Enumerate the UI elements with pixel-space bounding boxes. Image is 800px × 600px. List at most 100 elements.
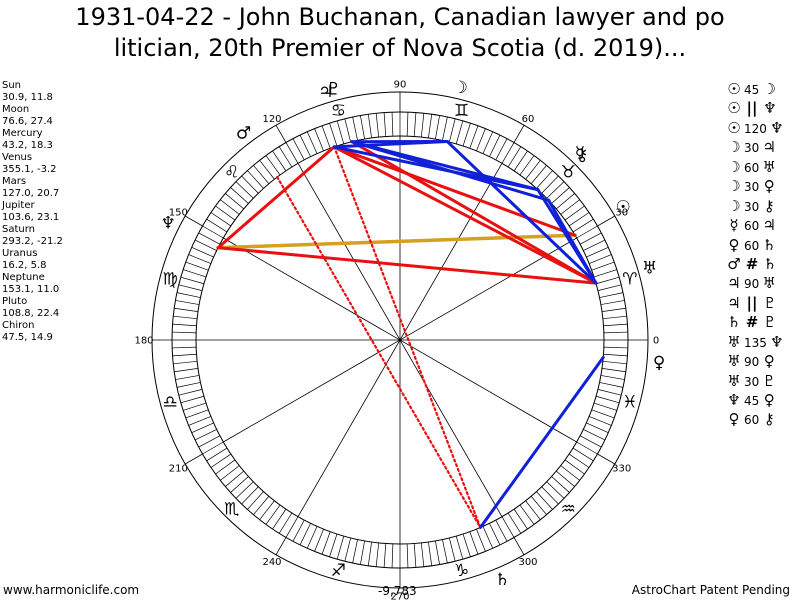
aspect-planet-a-glyph: ♀ xyxy=(728,235,740,254)
aspect-row: ☉ 45 ☽ xyxy=(727,80,784,99)
zodiac-spoke-outer xyxy=(185,215,203,227)
aspect-row: ♆ 45 ♀ xyxy=(727,391,784,410)
zodiac-glyph-aquarius: ♒ xyxy=(561,499,576,519)
degree-tick xyxy=(259,500,275,520)
degree-tick xyxy=(194,239,217,251)
aspect-angle: 90 xyxy=(744,355,760,370)
degree-tick xyxy=(602,360,627,365)
degree-tick xyxy=(172,323,197,327)
aspect-row: ♄ # ♇ xyxy=(727,313,784,332)
position-name-saturn: Saturn xyxy=(2,224,36,235)
aspect-planet-b-glyph: ⚷ xyxy=(763,196,775,215)
degree-tick xyxy=(560,465,580,481)
aspect-row: ♀ 60 ⚷ xyxy=(727,410,784,429)
degree-tick xyxy=(352,116,358,141)
aspect-angle: 45 xyxy=(744,83,760,97)
aspect-line-uranus-neptune xyxy=(216,246,598,285)
degree-tick xyxy=(593,402,617,411)
degree-tick xyxy=(541,486,559,505)
degree-tick xyxy=(501,142,515,164)
aspect-line-uranus-pluto xyxy=(332,145,598,285)
degree-tick xyxy=(299,523,311,546)
degree-tick xyxy=(596,395,620,404)
aspect-planet-b-glyph: ♃ xyxy=(762,216,776,235)
aspect-planet-a-glyph: ♅ xyxy=(727,371,741,390)
zodiac-glyph-scorpio: ♏ xyxy=(224,499,239,519)
position-value-pluto: 108.8, 22.4 xyxy=(2,308,60,319)
degree-tick xyxy=(593,269,617,278)
planet-glyph-chiron: ⚷ xyxy=(576,146,588,166)
planet-glyph-pluto: ♇ xyxy=(326,80,341,100)
degree-label: 0 xyxy=(653,336,659,347)
aspect-angle: 60 xyxy=(744,238,760,253)
degree-tick xyxy=(551,187,570,204)
position-value-sun: 30.9, 11.8 xyxy=(2,92,53,103)
degree-tick xyxy=(603,353,628,357)
aspect-row: ♂ # ♄ xyxy=(727,255,784,274)
position-name-jupiter: Jupiter xyxy=(2,200,35,211)
position-name-venus: Venus xyxy=(2,152,33,163)
degree-tick xyxy=(435,540,440,565)
zodiac-glyph-libra: ♎ xyxy=(162,393,177,413)
degree-tick xyxy=(174,368,199,373)
aspect-planet-a-glyph: ♂ xyxy=(727,254,741,273)
aspect-row: ☽ 30 ⚷ xyxy=(727,197,784,216)
aspect-planet-a-glyph: ♄ xyxy=(727,313,741,332)
degree-tick xyxy=(185,409,209,419)
planet-glyphs: ☉ ☽ ☿ ♀ ♂ ♃ ♄ ♅ ♆ ♇ ⚷ xyxy=(161,78,666,590)
aspect-planet-b-glyph: ♅ xyxy=(762,157,776,176)
aspect-row: ☽ 60 ♅ xyxy=(727,158,784,177)
degree-tick xyxy=(235,481,254,499)
degree-tick xyxy=(556,193,575,210)
position-value-neptune: 153.1, 11.0 xyxy=(2,284,60,295)
degree-tick xyxy=(206,218,228,233)
degree-tick xyxy=(501,516,515,538)
degree-tick xyxy=(344,118,351,143)
degree-tick xyxy=(428,114,433,139)
degree-tick xyxy=(599,292,624,298)
aspect-row: ☉ || ♆ xyxy=(727,99,784,118)
degree-tick xyxy=(455,120,464,144)
degree-tick xyxy=(314,128,324,151)
degree-tick xyxy=(530,165,547,184)
degree-tick xyxy=(449,118,456,143)
aspect-planet-a-glyph: ♃ xyxy=(727,293,741,312)
degree-label: 180 xyxy=(134,336,153,347)
degree-tick xyxy=(215,459,236,475)
aspect-angle: 60 xyxy=(744,413,760,428)
degree-tick xyxy=(413,112,417,137)
degree-tick xyxy=(469,531,479,555)
aspect-planet-b-glyph: ☽ xyxy=(762,80,776,98)
degree-tick xyxy=(591,409,615,419)
planet-glyph-moon: ☽ xyxy=(453,78,468,98)
degree-tick xyxy=(321,125,331,149)
aspect-planet-b-glyph: ♄ xyxy=(763,254,777,273)
degree-tick xyxy=(173,315,198,320)
position-name-mercury: Mercury xyxy=(2,128,43,139)
aspect-planet-b-glyph: ♄ xyxy=(762,235,776,254)
aspect-angle: 30 xyxy=(744,180,760,195)
planet-glyph-mars: ♂ xyxy=(236,123,251,143)
degree-tick xyxy=(601,307,626,312)
degree-tick xyxy=(241,486,259,505)
degree-tick xyxy=(495,138,508,161)
aspect-line-neptune-pluto xyxy=(216,145,336,250)
chart-title-line-2: litician, 20th Premier of Nova Scotia (d… xyxy=(113,34,687,62)
aspect-planet-b-glyph: ♇ xyxy=(763,313,777,332)
aspect-planet-a-glyph: ☿ xyxy=(729,216,739,235)
degree-tick xyxy=(603,331,628,334)
degree-tick xyxy=(442,539,448,564)
aspect-angle: 120 xyxy=(744,121,767,136)
degree-tick xyxy=(375,542,380,567)
degree-tick xyxy=(336,536,345,560)
degree-tick xyxy=(420,113,425,138)
degree-tick xyxy=(530,496,547,515)
degree-label: 240 xyxy=(262,557,281,568)
zodiac-spoke-outer xyxy=(275,537,287,555)
position-value-moon: 76.6, 27.4 xyxy=(2,116,53,127)
aspect-planet-b-glyph: ♆ xyxy=(770,118,784,137)
aspect-planet-a-glyph: ☽ xyxy=(727,157,741,176)
degree-tick xyxy=(591,261,615,271)
zodiac-glyph-virgo: ♍ xyxy=(162,269,177,289)
